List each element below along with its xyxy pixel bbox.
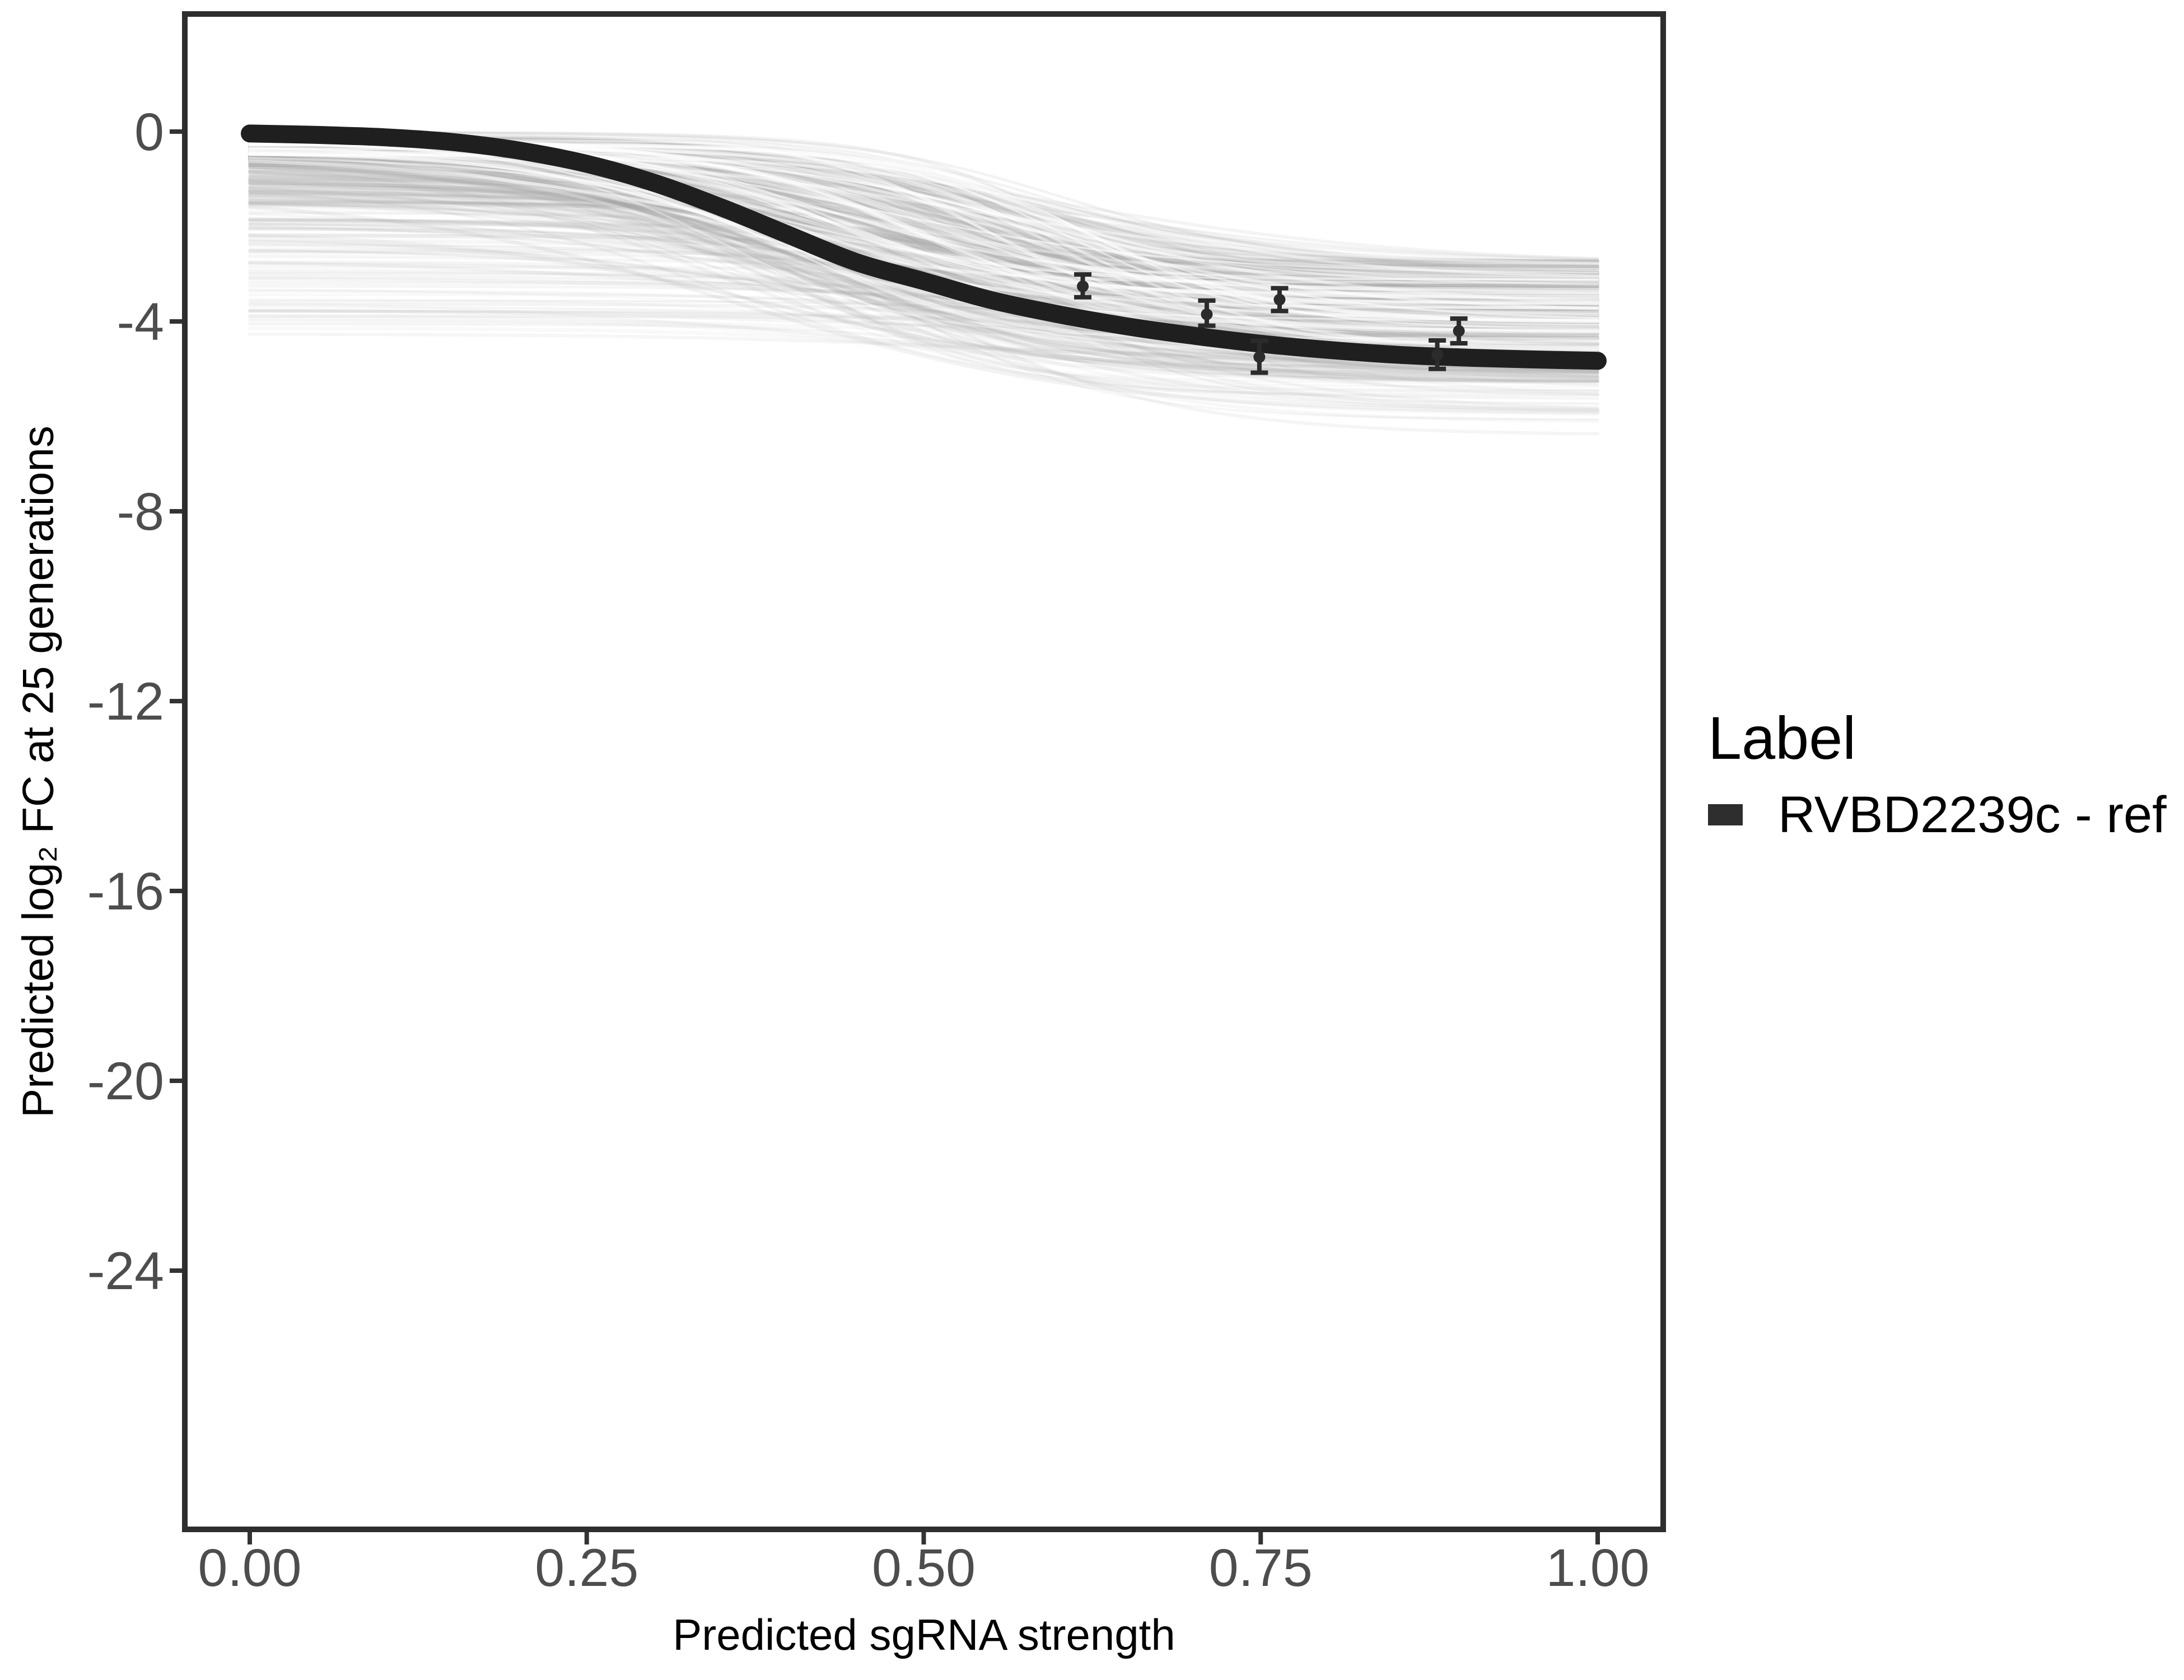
point-estimate (1253, 351, 1266, 363)
x-tick-label: 0.50 (872, 1538, 976, 1598)
y-tick-label: 0 (134, 102, 164, 162)
point-estimate (1077, 280, 1089, 292)
y-tick-label: -4 (117, 292, 164, 352)
y-tick-label: -16 (87, 862, 164, 921)
x-axis-ticks: 0.00 0.25 0.50 0.75 1.00 (198, 1532, 1650, 1598)
y-axis-ticks: 0 -4 -8 -12 -16 -20 -24 (87, 102, 182, 1301)
point-estimate (1431, 348, 1444, 361)
legend-line-swatch (1708, 804, 1743, 826)
error-bar-points (1074, 272, 1468, 375)
x-tick-label: 1.00 (1546, 1538, 1650, 1598)
legend-title: Label (1708, 704, 1856, 772)
panel-border (182, 11, 1666, 1532)
reference-curve (241, 124, 1607, 370)
x-tick-label: 0.25 (535, 1538, 638, 1598)
legend: Label RVBD2239c - ref (1708, 703, 2167, 844)
legend-item-label: RVBD2239c - ref (1778, 786, 2167, 843)
point-estimate (1201, 308, 1213, 320)
x-tick-label: 0.75 (1209, 1538, 1313, 1598)
y-tick-label: -20 (87, 1052, 164, 1111)
x-tick-label: 0.00 (198, 1538, 302, 1598)
point-estimate (1453, 325, 1465, 337)
y-tick-label: -12 (87, 672, 164, 731)
legend-item: RVBD2239c - ref (1708, 785, 2167, 844)
y-axis-title: Predicted log₂ FC at 25 generations (13, 426, 63, 1118)
y-tick-label: -8 (117, 482, 164, 542)
y-tick-label: -24 (87, 1242, 164, 1301)
x-axis-title: Predicted sgRNA strength (673, 1610, 1175, 1659)
point-estimate (1273, 293, 1286, 306)
